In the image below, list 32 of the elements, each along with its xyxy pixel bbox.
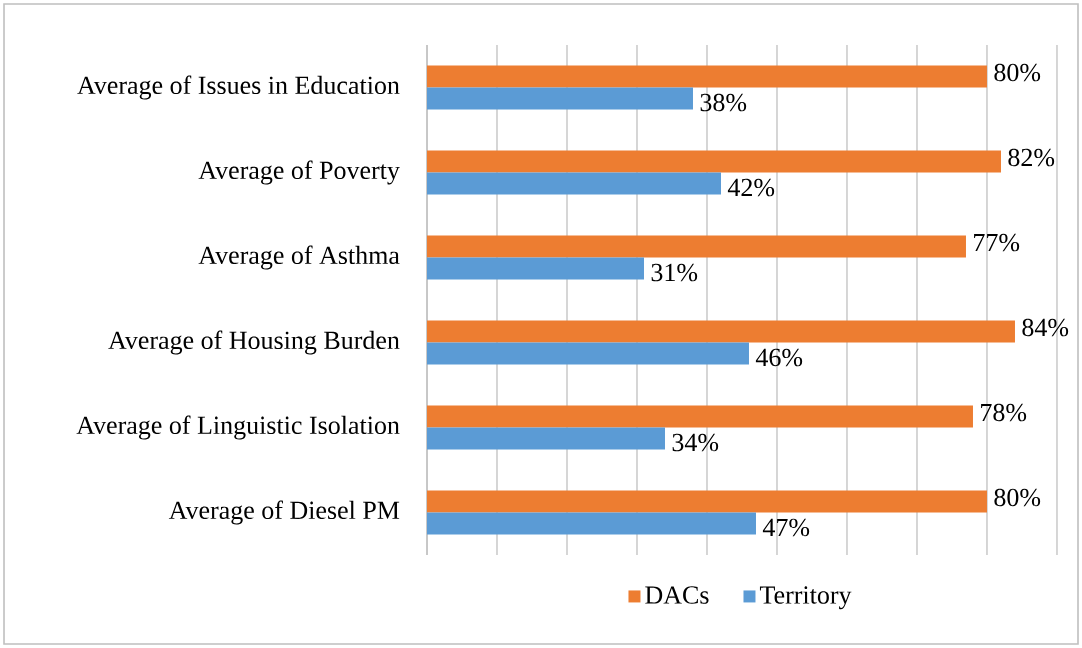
bar xyxy=(427,87,693,110)
bar xyxy=(427,150,1001,173)
bar xyxy=(427,427,665,450)
data-label: 77% xyxy=(974,233,1020,252)
bar xyxy=(427,490,987,513)
y-tick-label: Average of Poverty xyxy=(198,160,400,185)
bar xyxy=(427,342,749,365)
bar xyxy=(427,257,644,280)
y-tick-label: Average of Housing Burden xyxy=(108,330,400,355)
data-label: 82% xyxy=(1008,148,1055,167)
bar xyxy=(427,512,756,535)
y-tick-label: Average of Diesel PM xyxy=(168,500,400,525)
data-label: 80% xyxy=(994,63,1041,82)
data-label: 80% xyxy=(994,488,1041,507)
data-label: 46% xyxy=(755,348,803,367)
bar xyxy=(427,320,1015,343)
y-tick-label: Average of Linguistic Isolation xyxy=(76,415,400,440)
legend-label: Territory xyxy=(759,586,852,610)
data-label: 84% xyxy=(1022,318,1069,337)
data-label: 47% xyxy=(762,518,810,537)
data-label: 34% xyxy=(672,433,719,452)
bar xyxy=(427,172,721,195)
bar xyxy=(427,65,987,88)
bar xyxy=(427,405,973,428)
bar xyxy=(427,235,966,258)
y-tick-label: Average of Issues in Education xyxy=(77,75,400,100)
data-label: 38% xyxy=(700,93,747,112)
legend-label: DACs xyxy=(645,586,709,604)
data-label: 78% xyxy=(981,403,1027,422)
data-label: 31% xyxy=(651,263,698,282)
y-tick-label: Average of Asthma xyxy=(198,245,400,270)
data-label: 42% xyxy=(727,178,775,197)
